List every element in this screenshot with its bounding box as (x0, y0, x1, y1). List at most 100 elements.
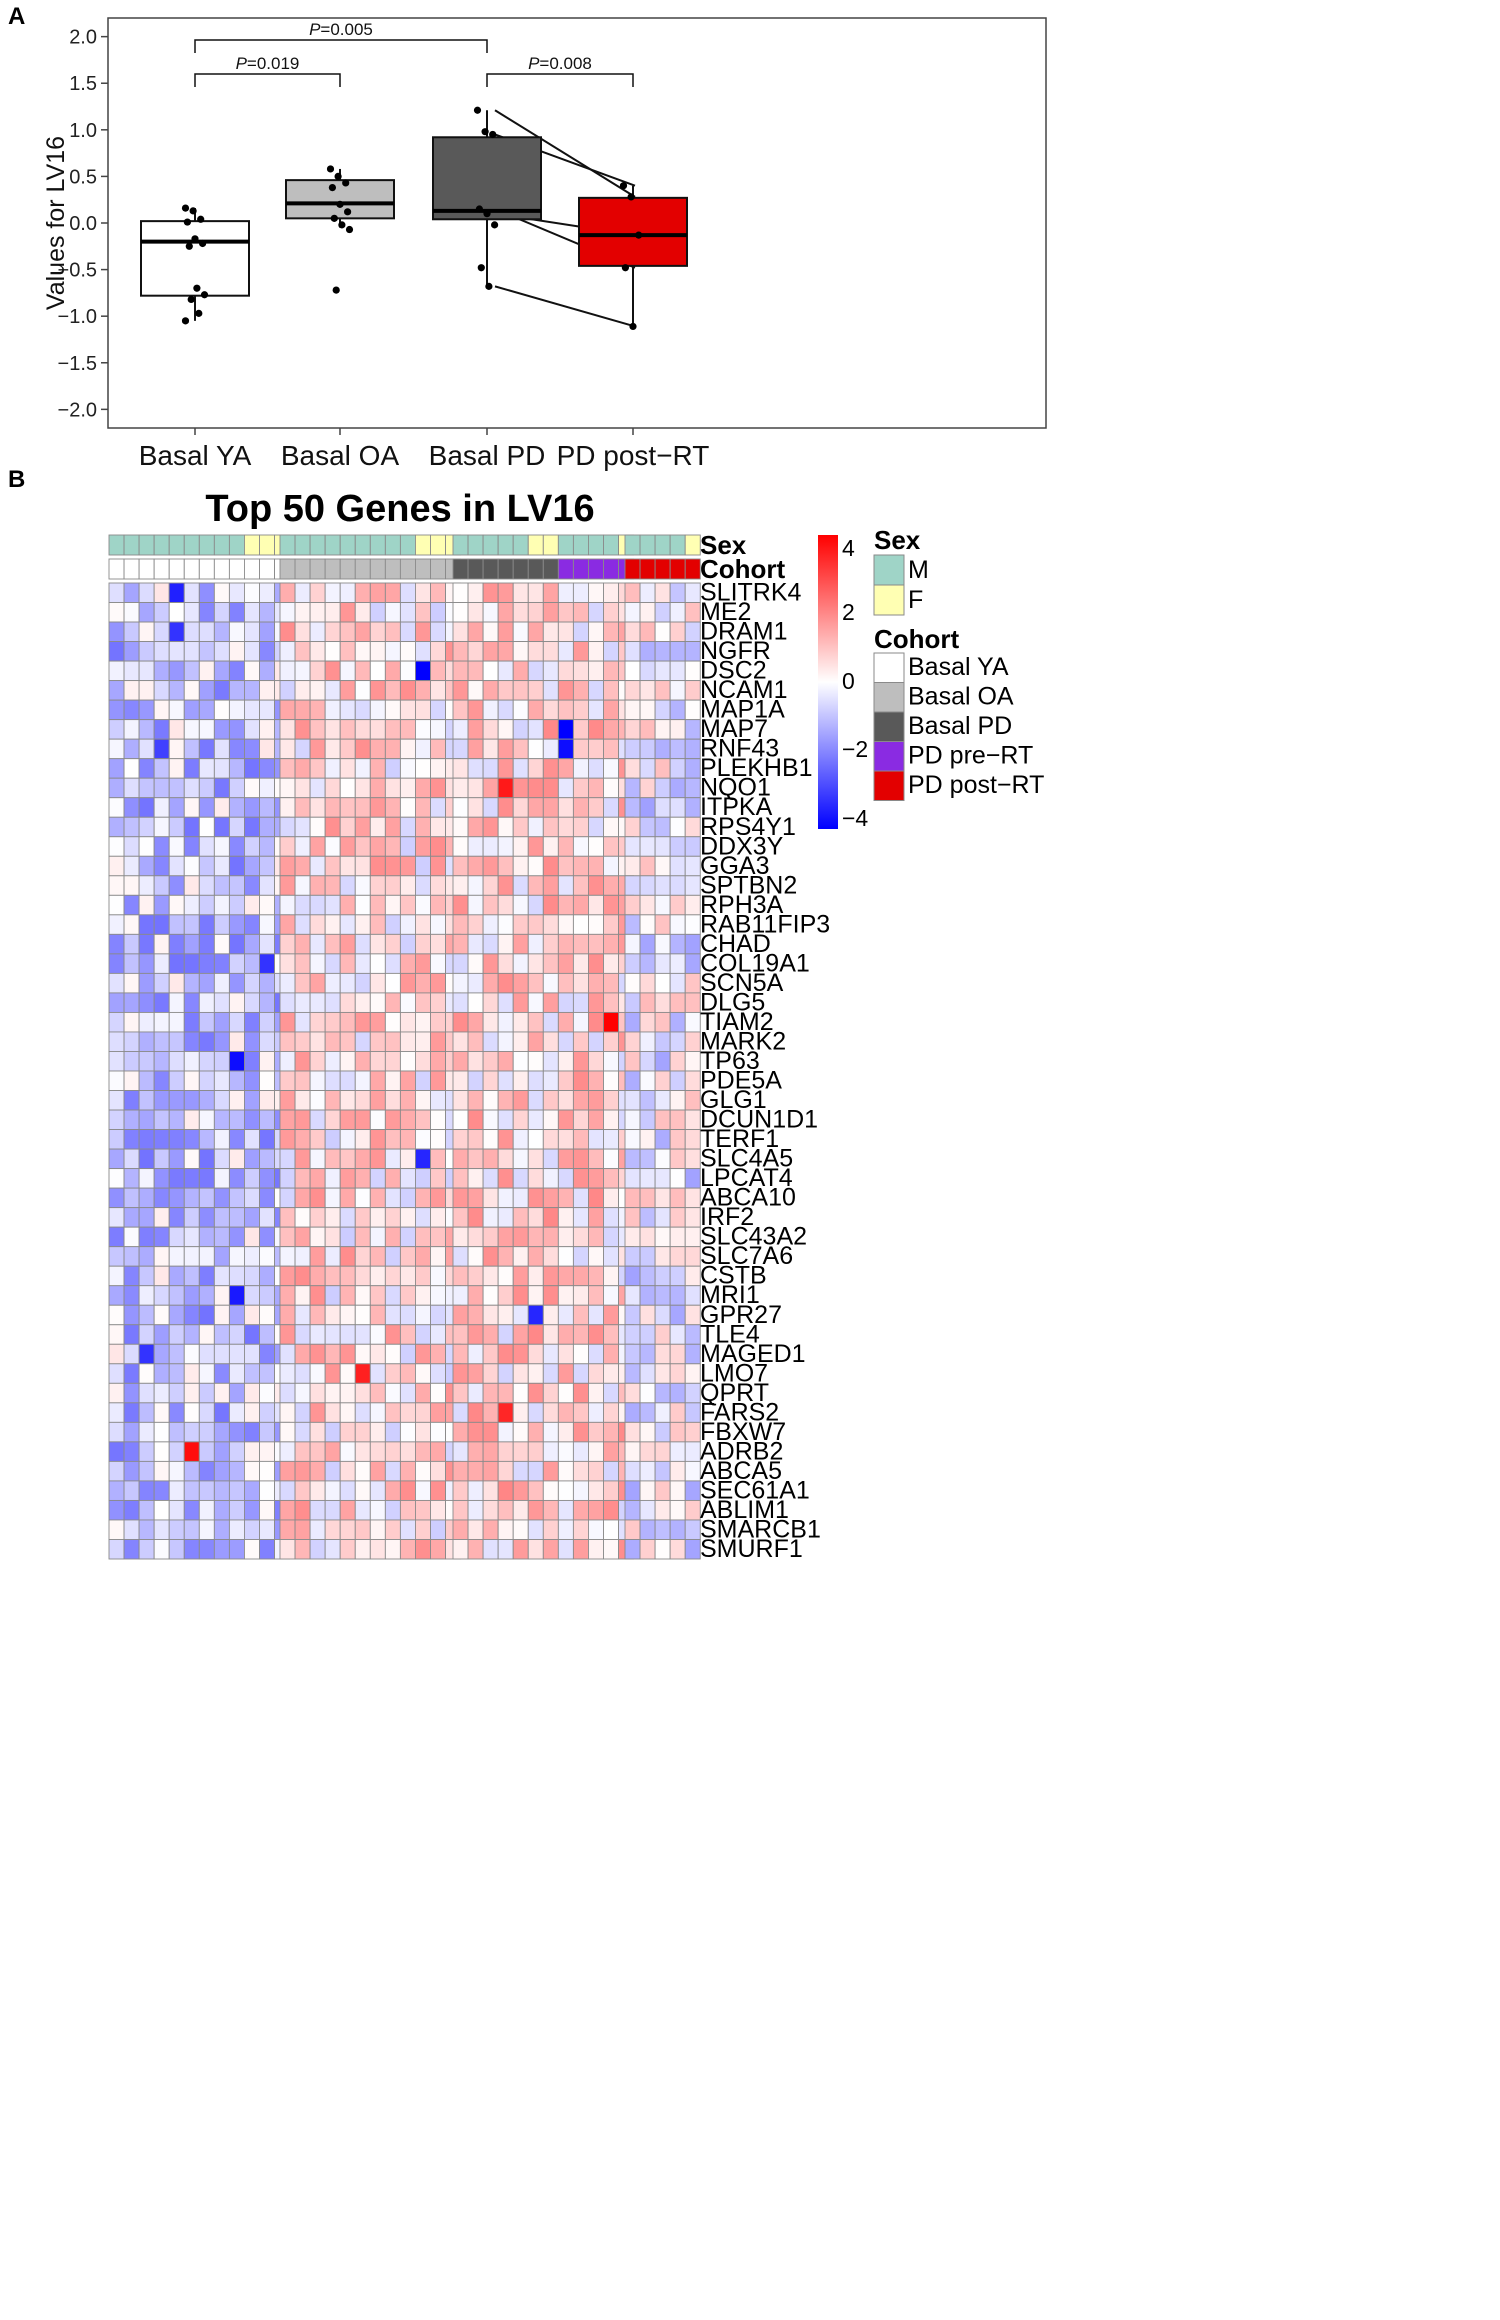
heatmap-cell (624, 797, 641, 818)
heatmap-cell (294, 641, 311, 662)
heatmap-cell (228, 1363, 245, 1384)
heatmap-cell (324, 1324, 341, 1345)
heatmap-cell (309, 1109, 326, 1131)
heatmap-cell (183, 1109, 200, 1131)
heatmap-cell (467, 1187, 484, 1209)
heatmap-cell (279, 1285, 296, 1306)
heatmap-cell (512, 1421, 529, 1443)
heatmap-cell (294, 1441, 311, 1462)
heatmap-cell (384, 1168, 401, 1189)
heatmap-cell (168, 1343, 185, 1365)
heatmap-cell (497, 602, 514, 623)
heatmap-cell (624, 855, 641, 877)
legend-cohort-label: PD post−RT (908, 771, 1044, 799)
heatmap-cell (482, 1070, 499, 1091)
heatmap-cell (639, 1070, 656, 1091)
heatmap-cell (654, 582, 671, 603)
heatmap-cell (279, 992, 296, 1013)
heatmap-cell (430, 1148, 447, 1170)
heatmap-cell (639, 758, 656, 779)
heatmap-cell (684, 1031, 701, 1052)
data-point (489, 130, 497, 139)
heatmap-cell (183, 1304, 200, 1326)
heatmap-cell (527, 1421, 544, 1443)
heatmap-cell (183, 1011, 200, 1033)
heatmap-cell (527, 1460, 544, 1482)
heatmap-cell (259, 1051, 276, 1072)
heatmap-cell (482, 621, 499, 643)
heatmap-cell (512, 1519, 529, 1540)
heatmap-cell (138, 1421, 155, 1443)
heatmap-cell (168, 1363, 185, 1384)
heatmap-cell (108, 1304, 125, 1326)
heatmap-cell (168, 953, 185, 974)
sex-annotation-cell (572, 534, 589, 556)
heatmap-cell (279, 777, 296, 799)
heatmap-cell (123, 1207, 140, 1228)
heatmap-cell (557, 894, 574, 916)
heatmap-cell (452, 738, 469, 760)
heatmap-cell (309, 1539, 326, 1560)
heatmap-cell (467, 582, 484, 603)
heatmap-cell (354, 1539, 371, 1560)
cohort-annotation-cell (430, 558, 447, 580)
heatmap-cell (213, 1129, 230, 1150)
heatmap-cell (153, 582, 170, 603)
heatmap-cell (309, 816, 326, 838)
heatmap-cell (309, 621, 326, 643)
heatmap-cell (639, 855, 656, 877)
heatmap-cell (557, 582, 574, 603)
sex-annotation-cell (669, 534, 686, 556)
heatmap-cell (198, 1304, 215, 1326)
heatmap-cell (354, 621, 371, 643)
sex-annotation-cell (527, 534, 544, 556)
heatmap-cell (354, 933, 371, 955)
heatmap-cell (228, 1090, 245, 1111)
heatmap-cell (497, 933, 514, 955)
legend-cohort-swatch (873, 770, 905, 801)
heatmap-cell (467, 1499, 484, 1521)
cohort-annotation-cell (603, 558, 620, 580)
heatmap-cell (603, 1207, 620, 1228)
heatmap-cell (369, 1226, 386, 1248)
heatmap-cell (654, 1499, 671, 1521)
heatmap-cell (603, 855, 620, 877)
heatmap-cell (588, 1226, 604, 1248)
heatmap-cell (512, 1031, 529, 1052)
heatmap-cell (452, 933, 469, 955)
heatmap-cell (527, 719, 544, 740)
heatmap-cell (588, 1363, 604, 1384)
heatmap-cell (369, 1539, 386, 1560)
heatmap-cell (654, 1460, 671, 1482)
annotation-label-sex: Sex (700, 530, 747, 560)
data-point (477, 264, 485, 272)
heatmap-cell (527, 1343, 544, 1365)
heatmap-cell (309, 1265, 326, 1287)
heatmap-cell (309, 1441, 326, 1462)
heatmap-cell (168, 894, 185, 916)
sex-annotation-cell (354, 534, 371, 556)
heatmap-cell (527, 1363, 544, 1384)
heatmap-cell (588, 855, 604, 877)
heatmap-cell (259, 816, 276, 838)
heatmap-cell (354, 836, 371, 857)
gene-label: TERF1 (700, 1125, 779, 1153)
heatmap-cell (243, 699, 260, 721)
heatmap-cell (138, 1304, 155, 1326)
heatmap-cell (669, 1129, 686, 1150)
heatmap-cell (123, 1343, 140, 1365)
gene-label: LMO7 (700, 1359, 768, 1387)
heatmap-cell (588, 1011, 604, 1033)
heatmap-cell (108, 1246, 125, 1267)
heatmap-cell (339, 972, 356, 994)
heatmap-cell (415, 660, 431, 682)
heatmap-cell (369, 797, 386, 818)
cohort-annotation-cell (639, 558, 656, 580)
heatmap-cell (259, 1129, 276, 1150)
heatmap-cell (123, 621, 140, 643)
heatmap-cell (684, 621, 701, 643)
heatmap-cell (259, 992, 276, 1013)
heatmap-cell (168, 1011, 185, 1033)
heatmap-cell (108, 953, 125, 974)
gene-label: TLE4 (700, 1320, 760, 1348)
